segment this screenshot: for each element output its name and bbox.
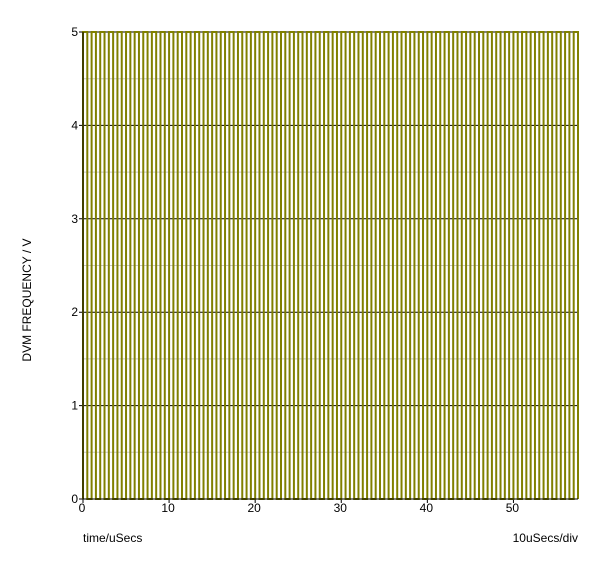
x-axis-label: time/uSecs: [83, 531, 143, 545]
x-tick-label: 30: [334, 501, 348, 515]
x-tick-label: 10: [161, 501, 175, 515]
y-axis-label: DVM FREQUENCY / V: [20, 238, 34, 362]
x-tick-label: 0: [79, 501, 86, 515]
y-tick-label: 2: [71, 305, 78, 319]
x-tick-label: 20: [247, 501, 261, 515]
y-tick-label: 5: [71, 25, 78, 39]
y-tick-label: 4: [71, 118, 78, 132]
x-tick-label: 40: [420, 501, 434, 515]
time-scale-label: 10uSecs/div: [512, 531, 578, 545]
y-tick-label: 1: [71, 399, 78, 413]
y-tick-label: 3: [71, 212, 78, 226]
x-tick-label: 50: [506, 501, 520, 515]
y-tick-label: 0: [71, 492, 78, 506]
